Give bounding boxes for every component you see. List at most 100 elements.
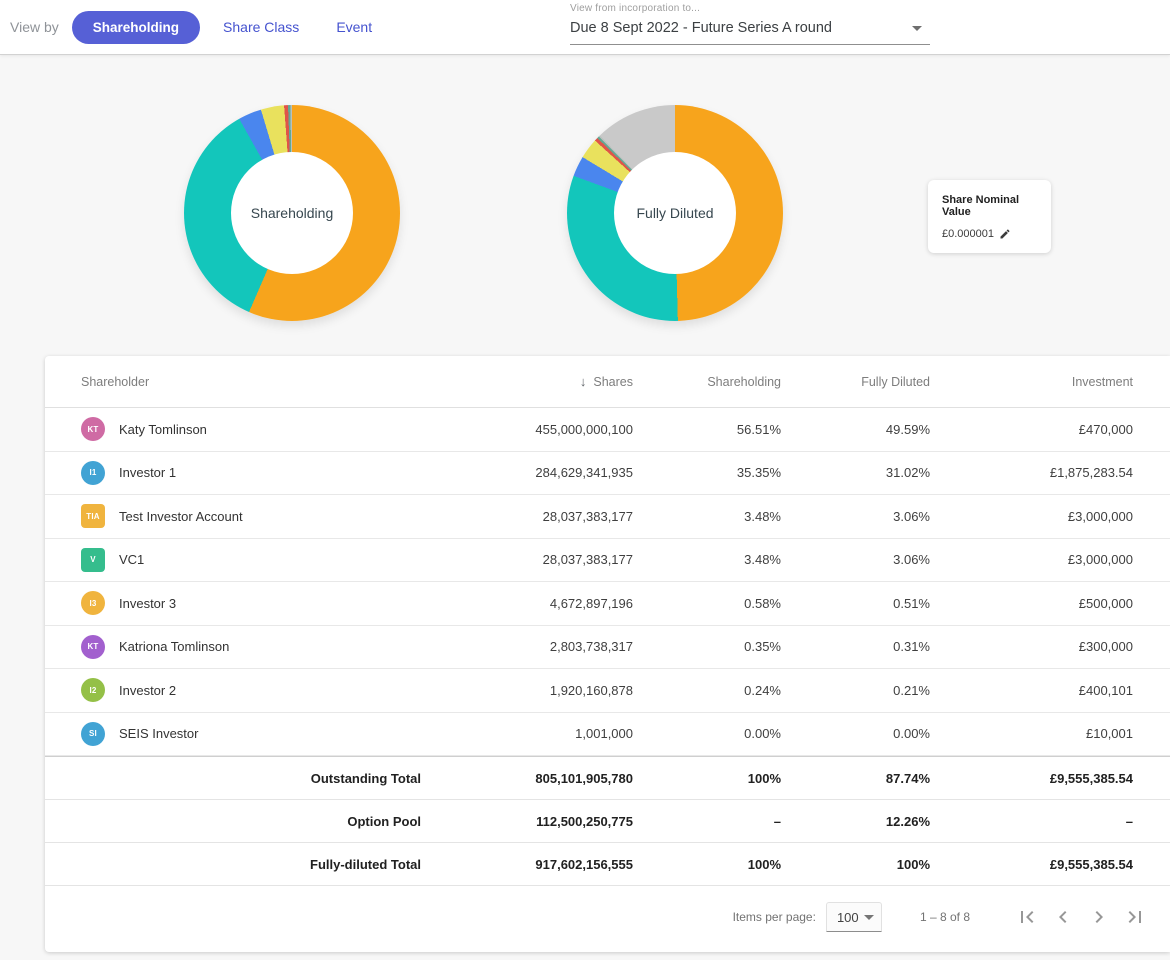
shareholding-cell: 3.48% (744, 508, 781, 524)
totals-fully-diluted-cell: 100% (896, 856, 930, 872)
table-body: KT Katy Tomlinson 455,000,000,100 56.51%… (45, 408, 1170, 756)
shares-cell: 4,672,897,196 (549, 595, 633, 611)
shareholding-cell: 0.24% (744, 682, 781, 698)
shareholder-name: Investor 2 (119, 682, 177, 698)
column-header-shares[interactable]: ↓ Shares (579, 374, 633, 389)
table-row[interactable]: KT Katriona Tomlinson 2,803,738,317 0.35… (45, 626, 1170, 669)
fully-diluted-cell: 0.31% (893, 639, 930, 655)
shareholder-avatar: TIA (81, 504, 105, 529)
totals-shareholding-cell: 100% (747, 856, 781, 872)
fully-diluted-cell: 49.59% (885, 421, 930, 437)
previous-page-button[interactable] (1050, 904, 1076, 930)
chevron-down-icon (912, 25, 922, 31)
column-header-shareholder[interactable]: Shareholder (81, 374, 150, 389)
shares-cell: 455,000,000,100 (535, 421, 633, 437)
shareholder-avatar: I2 (81, 678, 105, 703)
investment-cell: £3,000,000 (1067, 552, 1133, 568)
column-header-shareholding[interactable]: Shareholding (707, 374, 781, 389)
table-row[interactable]: I2 Investor 2 1,920,160,878 0.24% 0.21% … (45, 669, 1170, 713)
donut-hole: Shareholding (231, 152, 353, 274)
totals-row: Option Pool 112,500,250,775 – 12.26% – (45, 800, 1170, 843)
donut-fully-diluted-label: Fully Diluted (636, 205, 714, 221)
table-row[interactable]: I3 Investor 3 4,672,897,196 0.58% 0.51% … (45, 582, 1170, 626)
page-range-label: 1 – 8 of 8 (919, 910, 970, 924)
shareholder-name: Investor 1 (119, 465, 177, 481)
edit-pencil-icon[interactable] (999, 228, 1011, 240)
table-row[interactable]: KT Katy Tomlinson 455,000,000,100 56.51%… (45, 408, 1170, 452)
shareholding-cell: 35.35% (736, 465, 781, 481)
totals-fully-diluted-cell: 87.74% (885, 770, 930, 786)
shares-cell: 28,037,383,177 (542, 552, 633, 568)
totals-shareholding-cell: – (773, 813, 781, 829)
share-nominal-value-title: Share Nominal Value (942, 194, 1020, 218)
shareholder-avatar: I1 (81, 460, 105, 485)
shares-cell: 1,920,160,878 (549, 682, 633, 698)
tab-shareholding[interactable]: Shareholding (71, 10, 201, 44)
shareholder-avatar: I3 (81, 591, 105, 616)
table-row[interactable]: V VC1 28,037,383,177 3.48% 3.06% £3,000,… (45, 539, 1170, 582)
shareholder-avatar: KT (81, 417, 105, 442)
shareholding-cell: 56.51% (736, 421, 781, 437)
period-select[interactable]: View from incorporation to... Due 8 Sept… (570, 3, 930, 45)
page-size-select[interactable]: 100 (825, 902, 882, 932)
investment-cell: £10,001 (1086, 726, 1133, 742)
first-page-button[interactable] (1014, 904, 1040, 930)
shareholder-avatar: KT (81, 634, 105, 659)
investment-cell: £3,000,000 (1067, 508, 1133, 524)
totals-label: Fully-diluted Total (310, 856, 421, 872)
shareholder-avatar: SI (81, 721, 105, 746)
totals-shares-cell: 917,602,156,555 (535, 856, 633, 872)
column-header-fully-diluted[interactable]: Fully Diluted (861, 374, 930, 389)
cap-table-card: Shareholder ↓ Shares Shareholding Fully D… (45, 356, 1170, 952)
table-row[interactable]: I1 Investor 1 284,629,341,935 35.35% 31.… (45, 452, 1170, 495)
totals-label: Outstanding Total (310, 770, 421, 786)
column-header-investment[interactable]: Investment (1071, 374, 1133, 389)
next-page-button[interactable] (1086, 904, 1112, 930)
donut-chart-shareholding: Shareholding (184, 105, 400, 321)
last-page-button[interactable] (1122, 904, 1148, 930)
last-page-icon (1128, 911, 1141, 923)
totals-shares-cell: 112,500,250,775 (536, 813, 633, 829)
donut-chart-fully-diluted: Fully Diluted (567, 105, 783, 321)
topbar: View by Shareholding Share Class Event V… (0, 0, 1170, 55)
donut-shareholding-label: Shareholding (250, 205, 334, 221)
shareholding-cell: 0.35% (744, 639, 781, 655)
table-header: Shareholder ↓ Shares Shareholding Fully D… (45, 356, 1170, 408)
view-by-label: View by (10, 19, 59, 35)
fully-diluted-cell: 0.00% (893, 726, 930, 742)
investment-cell: £470,000 (1078, 421, 1133, 437)
share-nominal-value: £0.000001 (942, 228, 994, 240)
investment-cell: £300,000 (1078, 639, 1133, 655)
shareholder-name: Katriona Tomlinson (119, 639, 230, 655)
chevron-left-icon (1059, 911, 1067, 923)
shareholding-cell: 0.58% (744, 595, 781, 611)
table-row[interactable]: SI SEIS Investor 1,001,000 0.00% 0.00% £… (45, 713, 1170, 756)
shareholding-cell: 3.48% (744, 552, 781, 568)
table-row[interactable]: TIA Test Investor Account 28,037,383,177… (45, 495, 1170, 539)
fully-diluted-cell: 0.51% (893, 595, 930, 611)
first-page-icon (1021, 911, 1034, 923)
paginator: Items per page: 100 1 – 8 of 8 (45, 886, 1170, 948)
period-select-value-row[interactable]: Due 8 Sept 2022 - Future Series A round (570, 16, 930, 45)
shareholding-cell: 0.00% (744, 726, 781, 742)
totals-shares-cell: 805,101,905,780 (535, 770, 633, 786)
totals-row: Outstanding Total 805,101,905,780 100% 8… (45, 757, 1170, 800)
shares-cell: 1,001,000 (575, 726, 633, 742)
tab-event[interactable]: Event (336, 19, 373, 35)
page-size-value: 100 (836, 909, 859, 925)
items-per-page-label: Items per page: (732, 910, 816, 924)
investment-cell: £400,101 (1078, 682, 1133, 698)
investment-cell: £500,000 (1078, 595, 1133, 611)
chevron-down-icon (863, 914, 874, 920)
totals-investment-cell: £9,555,385.54 (1049, 770, 1133, 786)
investment-cell: £1,875,283.54 (1049, 465, 1133, 481)
fully-diluted-cell: 31.02% (885, 465, 930, 481)
tab-share-class[interactable]: Share Class (223, 19, 300, 35)
totals-fully-diluted-cell: 12.26% (885, 813, 930, 829)
totals-shareholding-cell: 100% (747, 770, 781, 786)
chevron-right-icon (1095, 911, 1103, 923)
share-nominal-value-card: Share Nominal Value £0.000001 (928, 180, 1051, 253)
totals-row: Fully-diluted Total 917,602,156,555 100%… (45, 843, 1170, 886)
period-select-value: Due 8 Sept 2022 - Future Series A round (570, 20, 832, 36)
